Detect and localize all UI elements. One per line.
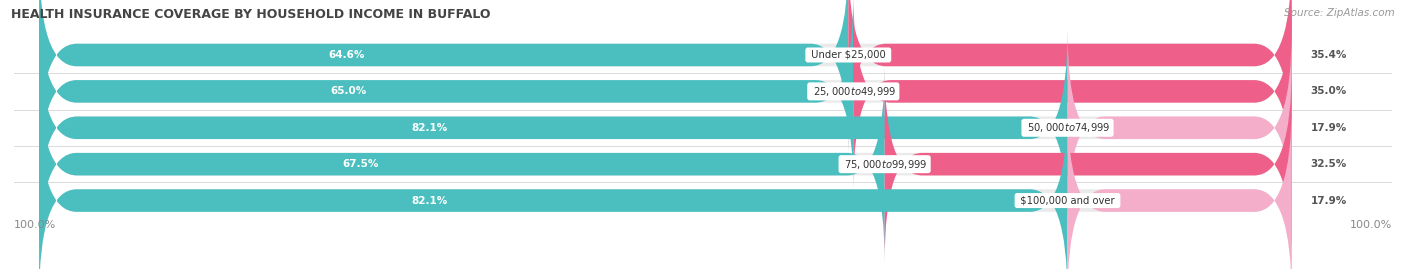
- FancyBboxPatch shape: [39, 0, 853, 189]
- Text: HEALTH INSURANCE COVERAGE BY HOUSEHOLD INCOME IN BUFFALO: HEALTH INSURANCE COVERAGE BY HOUSEHOLD I…: [11, 8, 491, 21]
- Text: $50,000 to $74,999: $50,000 to $74,999: [1024, 121, 1111, 134]
- Text: 35.0%: 35.0%: [1310, 86, 1347, 96]
- Text: 64.6%: 64.6%: [329, 50, 364, 60]
- Text: Under $25,000: Under $25,000: [808, 50, 889, 60]
- FancyBboxPatch shape: [1067, 30, 1292, 226]
- FancyBboxPatch shape: [39, 66, 884, 262]
- FancyBboxPatch shape: [39, 103, 1067, 269]
- Text: Source: ZipAtlas.com: Source: ZipAtlas.com: [1284, 8, 1395, 18]
- FancyBboxPatch shape: [39, 103, 1292, 269]
- Text: 100.0%: 100.0%: [14, 220, 56, 230]
- FancyBboxPatch shape: [39, 0, 1292, 153]
- FancyBboxPatch shape: [39, 66, 1292, 262]
- Text: 82.1%: 82.1%: [412, 196, 449, 206]
- FancyBboxPatch shape: [884, 66, 1292, 262]
- Text: 35.4%: 35.4%: [1310, 50, 1347, 60]
- Text: 67.5%: 67.5%: [342, 159, 378, 169]
- FancyBboxPatch shape: [39, 0, 1292, 189]
- Text: 82.1%: 82.1%: [412, 123, 449, 133]
- FancyBboxPatch shape: [1067, 103, 1292, 269]
- FancyBboxPatch shape: [848, 0, 1292, 153]
- Text: 65.0%: 65.0%: [330, 86, 367, 96]
- Text: $75,000 to $99,999: $75,000 to $99,999: [841, 158, 928, 171]
- Text: 17.9%: 17.9%: [1310, 196, 1347, 206]
- Text: $100,000 and over: $100,000 and over: [1017, 196, 1118, 206]
- FancyBboxPatch shape: [853, 0, 1292, 189]
- FancyBboxPatch shape: [39, 0, 848, 153]
- Text: 32.5%: 32.5%: [1310, 159, 1347, 169]
- Text: 17.9%: 17.9%: [1310, 123, 1347, 133]
- Text: $25,000 to $49,999: $25,000 to $49,999: [810, 85, 897, 98]
- FancyBboxPatch shape: [39, 30, 1067, 226]
- FancyBboxPatch shape: [39, 30, 1292, 226]
- Text: 100.0%: 100.0%: [1350, 220, 1392, 230]
